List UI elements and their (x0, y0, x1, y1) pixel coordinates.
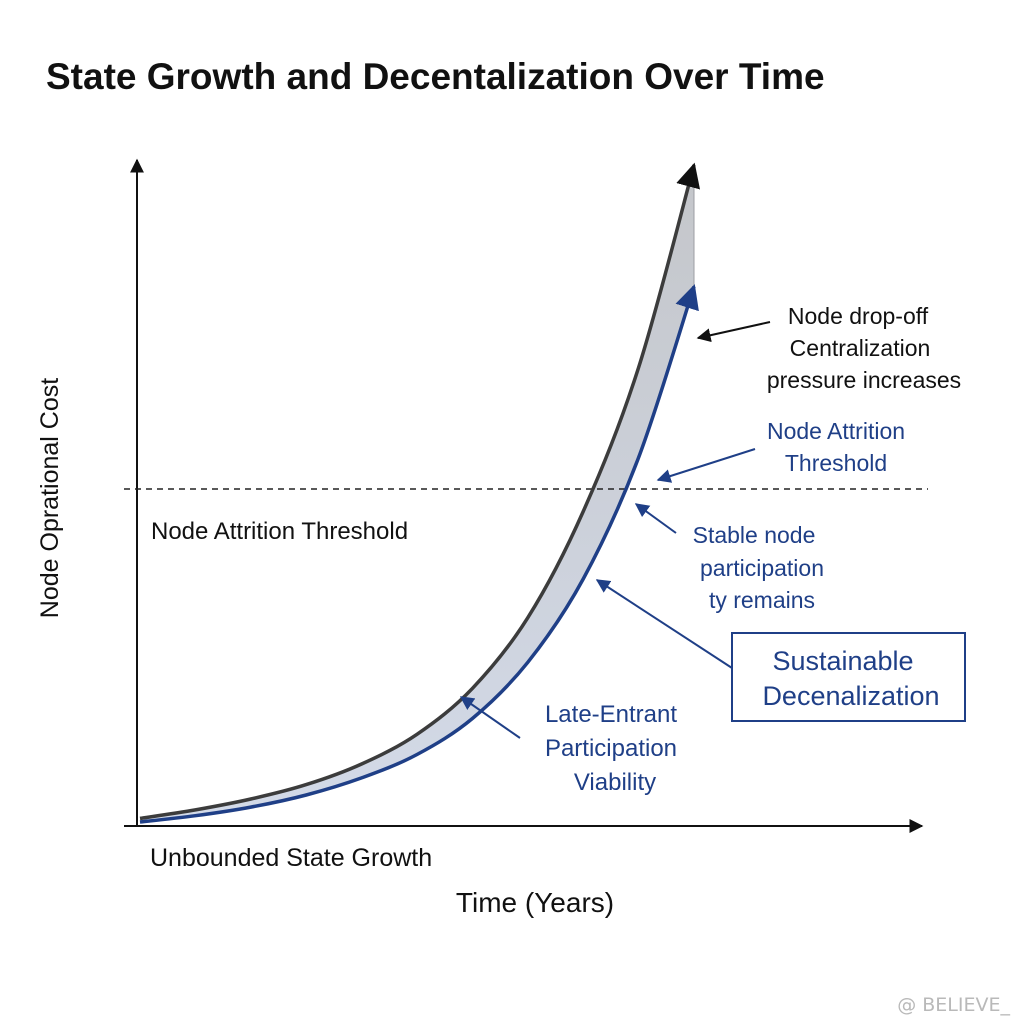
threshold-label-right-line1: Node Attrition (767, 418, 905, 444)
arrow-stable-participation (634, 503, 677, 534)
drop-off-label-line1: Node drop-off (788, 303, 929, 329)
sustainable-box-line1: Sustainable (772, 646, 913, 676)
late-entrant-label-line2: Participation (545, 735, 677, 762)
stable-label-line2: participation (700, 555, 824, 581)
stable-label-line3: ty remains (709, 587, 815, 613)
chart-title: State Growth and Decentalization Over Ti… (46, 56, 825, 97)
arrow-sustainable-box (595, 579, 733, 669)
y-axis-label: Node Oprational Cost (36, 378, 64, 618)
late-entrant-label-line1: Late-Entrant (545, 701, 677, 728)
series-line-sustainable-decenalization (139, 284, 699, 824)
threshold-label-left: Node Attrition Threshold (151, 518, 408, 545)
series-label-unbounded-state-growth: Unbounded State Growth (150, 844, 432, 872)
drop-off-label-line3: pressure increases (767, 367, 961, 393)
arrow-late-entrant (459, 696, 521, 739)
drop-off-label-line2: Centralization (790, 335, 931, 361)
stable-label-line1: Stable node (693, 522, 816, 548)
watermark: @ BELIEVE_ (897, 994, 1010, 1016)
arrow-drop-off (696, 321, 771, 343)
sustainable-box-line2: Decenalization (762, 681, 939, 711)
x-axis-label: Time (Years) (456, 887, 614, 918)
sustainable-box (731, 632, 966, 722)
series-line-unbounded-state-growth (139, 162, 701, 821)
arrow-attrition-threshold (656, 448, 756, 483)
late-entrant-label-line3: Viability (574, 769, 656, 796)
threshold-label-right-line2: Threshold (785, 450, 887, 476)
